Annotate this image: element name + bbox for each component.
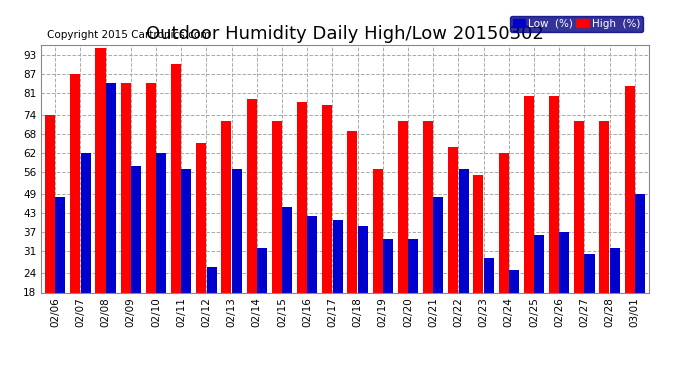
Bar — [549, 96, 559, 350]
Bar — [524, 96, 534, 350]
Bar — [55, 197, 66, 350]
Bar — [347, 130, 357, 350]
Title: Outdoor Humidity Daily High/Low 20150302: Outdoor Humidity Daily High/Low 20150302 — [146, 26, 544, 44]
Bar — [297, 102, 307, 350]
Bar — [206, 267, 217, 350]
Bar — [560, 232, 569, 350]
Bar — [574, 121, 584, 350]
Bar — [408, 238, 418, 350]
Bar — [196, 143, 206, 350]
Bar — [484, 258, 494, 350]
Bar — [121, 83, 130, 350]
Bar — [397, 121, 408, 350]
Bar — [232, 169, 241, 350]
Bar — [246, 99, 257, 350]
Bar — [146, 83, 156, 350]
Bar — [610, 248, 620, 350]
Bar — [70, 74, 80, 350]
Bar — [156, 153, 166, 350]
Bar — [95, 48, 106, 350]
Bar — [635, 194, 645, 350]
Bar — [221, 121, 232, 350]
Bar — [383, 238, 393, 350]
Bar — [433, 197, 444, 350]
Bar — [534, 236, 544, 350]
Legend: Low  (%), High  (%): Low (%), High (%) — [509, 15, 643, 32]
Bar — [257, 248, 267, 350]
Bar — [499, 153, 509, 350]
Bar — [373, 169, 383, 350]
Bar — [307, 216, 317, 350]
Bar — [272, 121, 282, 350]
Bar — [600, 121, 609, 350]
Bar — [181, 169, 191, 350]
Bar — [509, 270, 519, 350]
Bar — [282, 207, 293, 350]
Bar — [357, 226, 368, 350]
Text: Copyright 2015 Cartronics.com: Copyright 2015 Cartronics.com — [48, 30, 211, 40]
Bar — [333, 219, 343, 350]
Bar — [81, 153, 90, 350]
Bar — [473, 175, 484, 350]
Bar — [171, 64, 181, 350]
Bar — [448, 147, 458, 350]
Bar — [584, 254, 595, 350]
Bar — [131, 166, 141, 350]
Bar — [624, 86, 635, 350]
Bar — [458, 169, 469, 350]
Bar — [45, 115, 55, 350]
Bar — [423, 121, 433, 350]
Bar — [322, 105, 333, 350]
Bar — [106, 83, 116, 350]
